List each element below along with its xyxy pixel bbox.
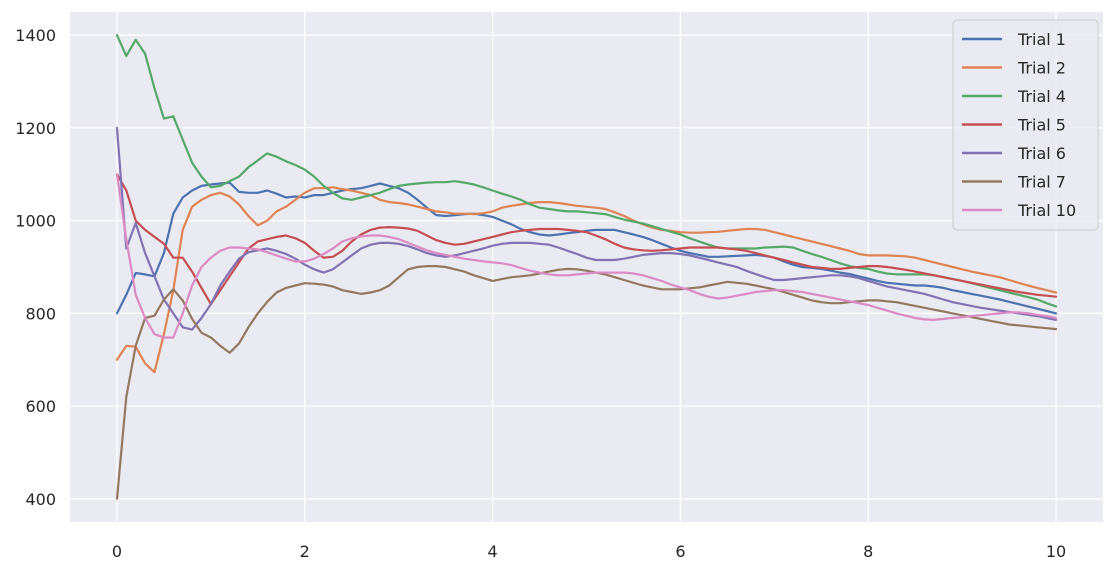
x-tick-labels: 0 2 4 6 8 10 <box>112 542 1066 561</box>
series-line <box>115 173 1058 339</box>
series-line <box>115 265 1058 500</box>
y-tick-labels: 400 600 800 1000 1200 1400 <box>15 26 56 509</box>
y-tick-label: 600 <box>25 397 56 416</box>
plot-background <box>70 12 1103 522</box>
series-line <box>115 181 1058 315</box>
series-line <box>115 173 1058 306</box>
legend-label: Trial 7 <box>1017 173 1066 192</box>
series-line <box>115 126 1058 331</box>
legend-label: Trial 4 <box>1017 87 1066 106</box>
legend-label: Trial 2 <box>1017 59 1066 78</box>
x-tick-label: 10 <box>1046 542 1066 561</box>
y-tick-label: 400 <box>25 490 56 509</box>
legend-box <box>952 19 1099 231</box>
y-tick-label: 1200 <box>15 119 56 138</box>
y-tick-label: 800 <box>25 304 56 323</box>
x-tick-label: 6 <box>675 542 685 561</box>
legend: Trial 1 Trial 2 Trial 4 Trial 5 Trial 6 Trial… <box>952 19 1099 231</box>
x-tick-label: 0 <box>112 542 122 561</box>
legend-label: Trial 5 <box>1017 116 1066 135</box>
y-tick-label: 1400 <box>15 26 56 45</box>
x-tick-label: 8 <box>863 542 873 561</box>
series-lines <box>115 34 1058 500</box>
legend-label: Trial 10 <box>1017 201 1076 220</box>
x-tick-label: 4 <box>487 542 497 561</box>
legend-label: Trial 6 <box>1017 144 1066 163</box>
x-tick-label: 2 <box>300 542 310 561</box>
y-tick-label: 1000 <box>15 212 56 231</box>
legend-label: Trial 1 <box>1017 30 1066 49</box>
series-line <box>115 186 1058 374</box>
series-line <box>115 34 1058 308</box>
